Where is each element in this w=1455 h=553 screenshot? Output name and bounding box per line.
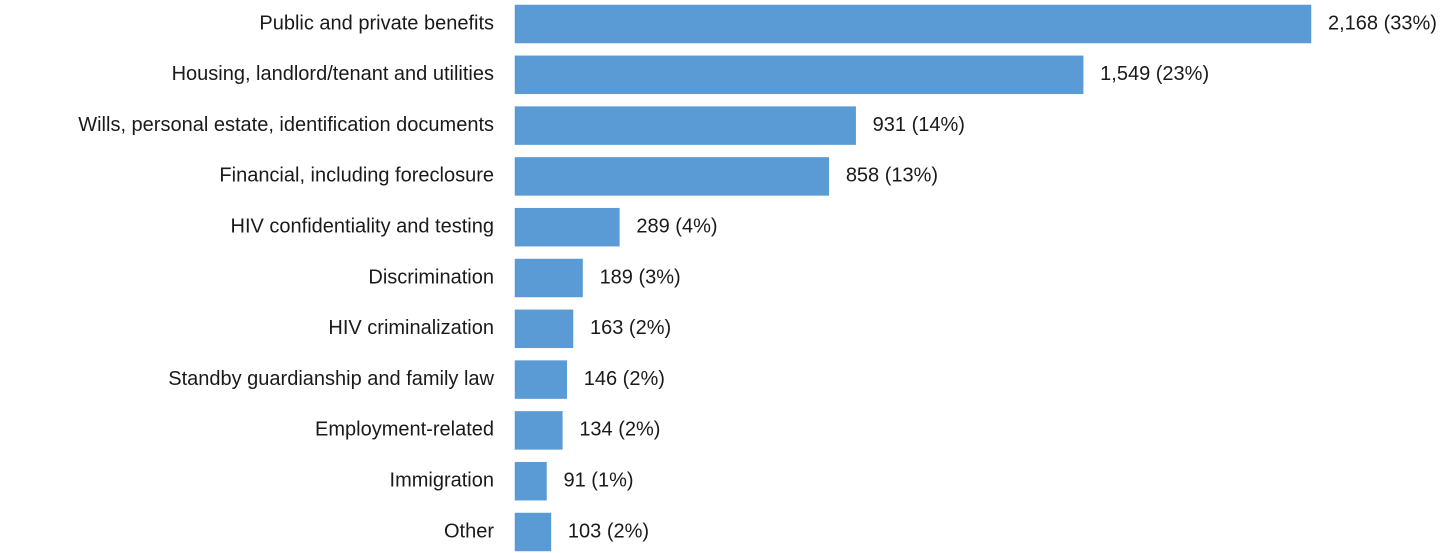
bar-9 (513, 460, 549, 502)
category-label: HIV confidentiality and testing (231, 215, 495, 237)
category-label: Standby guardianship and family law (168, 368, 494, 390)
bar-8 (513, 409, 565, 452)
value-label: 1,549 (23%) (1100, 63, 1209, 85)
value-labels-group: 2,168 (33%) 1,549 (23%) 931 (14%) 858 (13%)… (563, 12, 1436, 542)
bar-10 (513, 511, 553, 553)
value-label: 931 (14%) (873, 114, 965, 136)
value-label: 91 (1%) (563, 469, 633, 491)
value-label: 189 (3%) (600, 266, 681, 288)
bar-4 (513, 206, 622, 248)
bar-2 (513, 104, 858, 147)
category-label: Financial, including foreclosure (219, 165, 494, 187)
category-label: Housing, landlord/tenant and utilities (172, 63, 494, 85)
bar-1 (513, 54, 1085, 96)
bar-6 (513, 308, 575, 350)
value-label: 103 (2%) (568, 520, 649, 542)
bars-group (513, 3, 1313, 553)
category-label: Public and private benefits (259, 12, 494, 34)
bar-5 (513, 257, 585, 299)
bar-3 (513, 155, 831, 198)
value-label: 289 (4%) (636, 215, 717, 237)
value-label: 163 (2%) (590, 317, 671, 339)
category-label: HIV criminalization (328, 317, 494, 339)
category-label: Immigration (390, 469, 494, 491)
value-label: 146 (2%) (584, 368, 665, 390)
category-label: Wills, personal estate, identification d… (78, 114, 494, 136)
bar-7 (513, 358, 569, 401)
category-labels-group: Public and private benefits Housing, land… (78, 12, 494, 542)
category-label: Other (444, 520, 494, 542)
value-label: 2,168 (33%) (1328, 12, 1437, 34)
bar-0 (513, 3, 1313, 45)
category-label: Discrimination (368, 266, 494, 288)
value-label: 134 (2%) (579, 419, 660, 441)
value-label: 858 (13%) (846, 165, 938, 187)
category-label: Employment-related (315, 419, 494, 441)
